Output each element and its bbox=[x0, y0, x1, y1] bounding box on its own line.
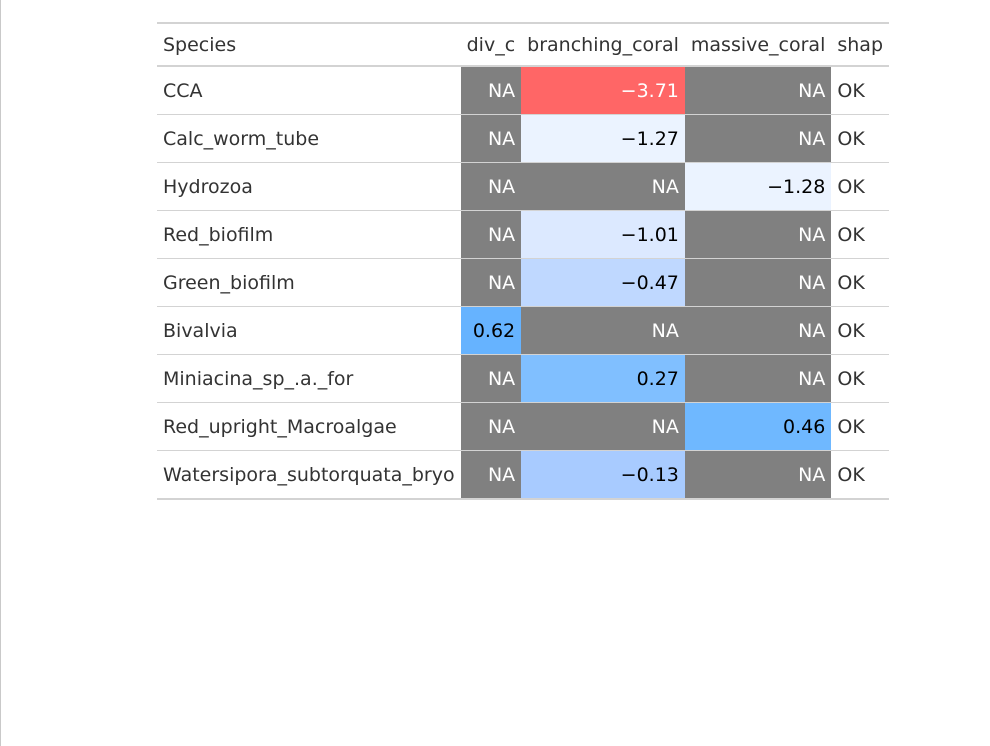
table-row: Green_biofilm NA −0.47 NA OK bbox=[157, 258, 890, 307]
massive-coral-cell: NA bbox=[684, 210, 832, 259]
massive-coral-cell: −1.28 bbox=[684, 162, 832, 211]
branching-coral-cell: 0.27 bbox=[521, 354, 685, 403]
shap-cell: OK bbox=[831, 402, 890, 451]
column-header-massive-coral: massive_coral bbox=[684, 22, 832, 67]
div-c-cell: NA bbox=[460, 66, 522, 115]
column-header-shap: shap bbox=[831, 22, 890, 67]
shap-cell: OK bbox=[831, 162, 890, 211]
table-row: Watersipora_subtorquata_bryo NA −0.13 NA OK bbox=[157, 450, 890, 500]
species-table: Species div_c branching_coral massive_co… bbox=[157, 22, 890, 500]
branching-coral-cell: −1.27 bbox=[521, 114, 685, 163]
div-c-cell: NA bbox=[460, 162, 522, 211]
branching-coral-cell: NA bbox=[521, 402, 685, 451]
table-row: Bivalvia 0.62 NA NA OK bbox=[157, 306, 890, 355]
table-body: CCA NA −3.71 NA OK Calc_worm_tube NA −1.27 NA OK H… bbox=[157, 66, 890, 500]
branching-coral-cell: −0.47 bbox=[521, 258, 685, 307]
shap-cell: OK bbox=[831, 210, 890, 259]
branching-coral-cell: −0.13 bbox=[521, 450, 685, 500]
branching-coral-cell: NA bbox=[521, 306, 685, 355]
div-c-cell: NA bbox=[460, 258, 522, 307]
table-row: CCA NA −3.71 NA OK bbox=[157, 66, 890, 115]
species-cell: Green_biofilm bbox=[157, 258, 461, 307]
shap-cell: OK bbox=[831, 258, 890, 307]
species-cell: Watersipora_subtorquata_bryo bbox=[157, 450, 461, 500]
table-row: Red_upright_Macroalgae NA NA 0.46 OK bbox=[157, 402, 890, 451]
div-c-cell: NA bbox=[460, 210, 522, 259]
species-cell: Calc_worm_tube bbox=[157, 114, 461, 163]
table-row: Miniacina_sp_.a._for NA 0.27 NA OK bbox=[157, 354, 890, 403]
species-cell: Red_upright_Macroalgae bbox=[157, 402, 461, 451]
div-c-cell: 0.62 bbox=[460, 306, 522, 355]
shap-cell: OK bbox=[831, 114, 890, 163]
header-row: Species div_c branching_coral massive_co… bbox=[157, 22, 890, 67]
species-cell: Hydrozoa bbox=[157, 162, 461, 211]
table-row: Red_biofilm NA −1.01 NA OK bbox=[157, 210, 890, 259]
shap-cell: OK bbox=[831, 306, 890, 355]
table-row: Hydrozoa NA NA −1.28 OK bbox=[157, 162, 890, 211]
shap-cell: OK bbox=[831, 66, 890, 115]
div-c-cell: NA bbox=[460, 354, 522, 403]
div-c-cell: NA bbox=[460, 450, 522, 500]
column-header-species: Species bbox=[157, 22, 461, 67]
shap-cell: OK bbox=[831, 450, 890, 500]
massive-coral-cell: NA bbox=[684, 114, 832, 163]
massive-coral-cell: NA bbox=[684, 354, 832, 403]
div-c-cell: NA bbox=[460, 402, 522, 451]
table-row: Calc_worm_tube NA −1.27 NA OK bbox=[157, 114, 890, 163]
branching-coral-cell: −1.01 bbox=[521, 210, 685, 259]
species-cell: Bivalvia bbox=[157, 306, 461, 355]
species-cell: CCA bbox=[157, 66, 461, 115]
column-header-div-c: div_c bbox=[460, 22, 522, 67]
column-header-branching-coral: branching_coral bbox=[521, 22, 685, 67]
div-c-cell: NA bbox=[460, 114, 522, 163]
species-cell: Miniacina_sp_.a._for bbox=[157, 354, 461, 403]
massive-coral-cell: NA bbox=[684, 450, 832, 500]
massive-coral-cell: NA bbox=[684, 306, 832, 355]
branching-coral-cell: −3.71 bbox=[521, 66, 685, 115]
table-header: Species div_c branching_coral massive_co… bbox=[157, 22, 890, 67]
species-cell: Red_biofilm bbox=[157, 210, 461, 259]
massive-coral-cell: NA bbox=[684, 258, 832, 307]
massive-coral-cell: NA bbox=[684, 66, 832, 115]
branching-coral-cell: NA bbox=[521, 162, 685, 211]
shap-cell: OK bbox=[831, 354, 890, 403]
massive-coral-cell: 0.46 bbox=[684, 402, 832, 451]
